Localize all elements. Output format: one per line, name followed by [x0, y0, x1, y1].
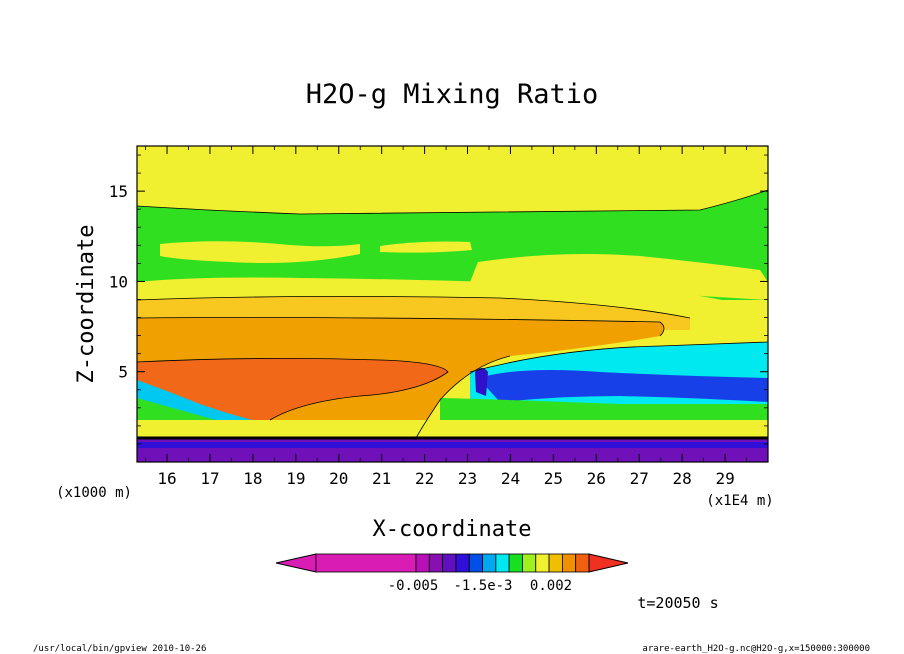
y-axis: 5 10 15	[109, 154, 768, 445]
x-axis: 16 17 18 19 20 21 22 23 24 25 26 27 28 29	[145, 146, 747, 488]
x-tick-label-19: 19	[286, 469, 305, 488]
colorbar-right-arrow	[588, 553, 629, 573]
colorbar-left-arrow	[275, 553, 317, 573]
y-tick-label-15: 15	[109, 182, 128, 201]
colorbar-segment-7	[495, 553, 510, 573]
contour-pocket-yellow-3	[470, 254, 768, 300]
contour-band-green-west	[137, 398, 230, 424]
plot-frame	[136, 145, 769, 463]
contour-band-red-orange	[137, 358, 448, 420]
y-axis-label: Z-coordinate	[74, 225, 99, 384]
x-tick-label-21: 21	[372, 469, 391, 488]
contour-band-blue-east	[478, 370, 768, 402]
colorbar-tick-labels: -0.005 -1.5e-3 0.002	[388, 578, 572, 594]
x-unit-label: (x1E4 m)	[706, 493, 773, 509]
colorbar-segment-5	[468, 553, 483, 573]
x-tick-label-20: 20	[329, 469, 348, 488]
colorbar-tick-label-2: 0.002	[530, 578, 572, 594]
colorbar-segment-11	[548, 553, 563, 573]
colorbar-segment-2	[428, 553, 444, 573]
colorbar-segment-4	[455, 553, 470, 573]
x-tick-label-29: 29	[715, 469, 734, 488]
x-tick-label-23: 23	[458, 469, 477, 488]
contour-band-yellow-low	[137, 420, 768, 438]
contour-band-green-east	[440, 398, 768, 421]
contour-core-indigo	[475, 368, 488, 396]
colorbar-segment-8	[508, 553, 523, 573]
colorbar-tick-label-0: -0.005	[388, 578, 439, 594]
colorbar-segment-9	[522, 553, 537, 573]
x-tick-label-17: 17	[200, 469, 219, 488]
contour-lines	[137, 189, 768, 441]
contour-band-indigo	[137, 442, 768, 448]
x-tick-label-18: 18	[243, 469, 262, 488]
y-unit-label: (x1000 m)	[56, 485, 132, 501]
footer-left: /usr/local/bin/gpview 2010-10-26	[33, 644, 206, 654]
x-tick-label-28: 28	[673, 469, 692, 488]
colorbar	[275, 553, 629, 573]
colorbar-segment-6	[482, 553, 497, 573]
y-tick-label-10: 10	[109, 272, 128, 291]
x-tick-label-26: 26	[587, 469, 606, 488]
contour-field	[137, 146, 768, 462]
x-tick-label-16: 16	[157, 469, 176, 488]
x-tick-label-27: 27	[630, 469, 649, 488]
footer-right: arare-earth_H2O-g.nc@H2O-g,x=150000:3000…	[642, 644, 870, 654]
x-tick-label-25: 25	[544, 469, 563, 488]
y-tick-label-5: 5	[118, 363, 128, 382]
x-tick-label-24: 24	[501, 469, 520, 488]
contour-pocket-yellow-1	[160, 241, 360, 263]
colorbar-segment-1	[415, 553, 430, 573]
colorbar-segment-10	[535, 553, 550, 573]
colorbar-segment-12	[561, 553, 577, 573]
colorbar-tick-label-1: -1.5e-3	[453, 578, 512, 594]
chart-title: H2O-g Mixing Ratio	[306, 79, 599, 110]
x-axis-label: X-coordinate	[373, 517, 532, 542]
contour-pocket-yellow-2	[380, 241, 472, 253]
time-label: t=20050 s	[637, 594, 718, 612]
colorbar-segment-13	[575, 553, 590, 573]
colorbar-segment-0	[315, 553, 417, 573]
colorbar-segment-3	[442, 553, 457, 573]
x-tick-label-22: 22	[415, 469, 434, 488]
